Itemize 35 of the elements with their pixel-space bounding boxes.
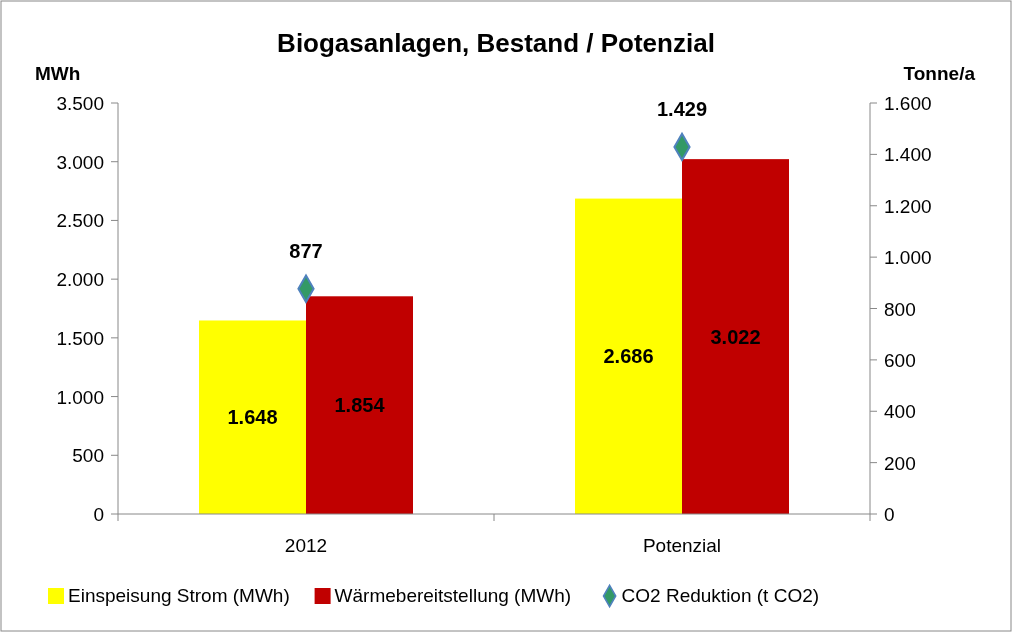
y2-tick-label: 0 [884,504,895,525]
bar [199,320,306,514]
bar [575,198,682,514]
y-tick-label: 1.000 [56,386,104,408]
y2-tick-label: 600 [884,349,916,371]
y2-tick-label: 1.200 [884,195,932,217]
y-tick-label: 2.000 [56,269,104,291]
y2-tick-label: 1.600 [884,93,932,114]
legend-label: Wärmebereitstellung (MWh) [334,585,572,606]
data-label: 3.022 [710,325,761,348]
data-label: 1.648 [227,406,278,429]
y2-tick-label: 800 [884,298,916,320]
y-tick-label: 3.000 [56,151,104,173]
bar [682,159,789,514]
legend-label: Einspeisung Strom (MWh) [68,585,290,606]
y-tick-label: 500 [72,445,104,467]
data-label: 1.854 [334,394,386,417]
y2-tick-label: 1.400 [884,144,932,166]
y-tick-label: 2.500 [56,210,104,232]
y-tick-label: 1.500 [56,327,104,349]
bar [306,296,413,514]
y2-axis-title: Tonne/a [903,63,976,84]
y2-tick-label: 1.000 [884,247,932,269]
y-tick-label: 3.500 [56,93,104,114]
y-axis-title: MWh [35,63,81,84]
data-label: 877 [289,239,323,262]
legend-label: CO2 Reduktion (t CO2) [621,585,820,606]
x-tick-label: 2012 [284,535,328,556]
y-tick-label: 0 [93,504,104,525]
data-label: 2.686 [603,345,654,368]
x-tick-label: Potenzial [642,535,722,556]
chart-title: Biogasanlagen, Bestand / Potenzial [277,28,715,58]
y2-tick-label: 200 [884,452,916,474]
data-label: 1.429 [656,97,708,120]
y2-tick-label: 400 [884,401,916,423]
